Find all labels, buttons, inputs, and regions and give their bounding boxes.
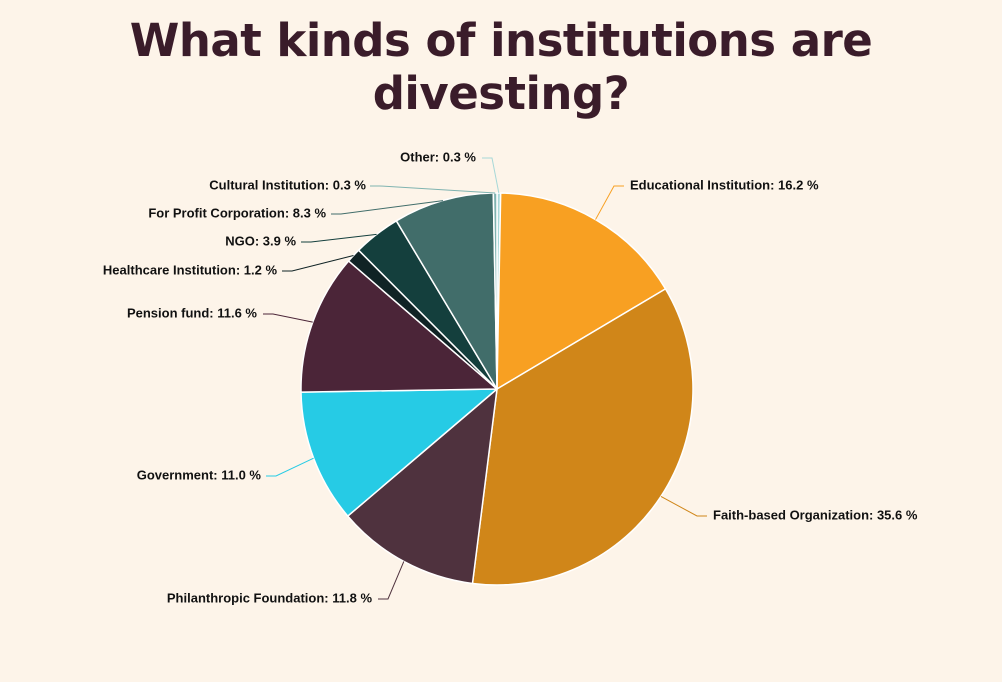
data-label-for-profit-corporation: For Profit Corporation: 8.3 %: [148, 205, 326, 220]
pie-slice-philanthropic-foundation: [347, 388, 498, 585]
pie-slice-government: [300, 388, 498, 517]
data-label-cultural-institution: Cultural Institution: 0.3 %: [209, 177, 366, 192]
leader-line-cultural-institution: [370, 185, 496, 194]
leader-line-pension-fund: [263, 313, 313, 323]
data-labels: Other: 0.3 % Educational Institution: 16.…: [103, 149, 918, 605]
leader-line-faith-based-organization: [660, 495, 707, 517]
leader-line-other: [482, 157, 500, 194]
leader-line-philanthropic-foundation: [378, 561, 405, 600]
data-label-healthcare-institution: Healthcare Institution: 1.2 %: [103, 262, 278, 277]
data-label-other: Other: 0.3 %: [400, 149, 476, 164]
leader-line-educational-institution: [595, 185, 624, 220]
data-label-government: Government: 11.0 %: [137, 467, 262, 482]
data-label-educational-institution: Educational Institution: 16.2 %: [630, 177, 819, 192]
leader-line-healthcare-institution: [282, 255, 354, 272]
pie-slice-pension-fund: [300, 260, 498, 393]
data-label-philanthropic-foundation: Philanthropic Foundation: 11.8 %: [167, 590, 373, 605]
leader-lines: [263, 157, 707, 600]
data-label-ngo: NGO: 3.9 %: [225, 233, 296, 248]
leader-line-government: [266, 457, 314, 477]
leader-line-for-profit-corporation: [331, 200, 444, 215]
leader-line-ngo: [301, 233, 377, 243]
pie-slices: [300, 192, 694, 586]
chart-title: What kinds of institutions are divesting…: [129, 14, 873, 120]
data-label-faith-based-organization: Faith-based Organization: 35.6 %: [713, 507, 918, 522]
data-label-pension-fund: Pension fund: 11.6 %: [127, 305, 257, 320]
